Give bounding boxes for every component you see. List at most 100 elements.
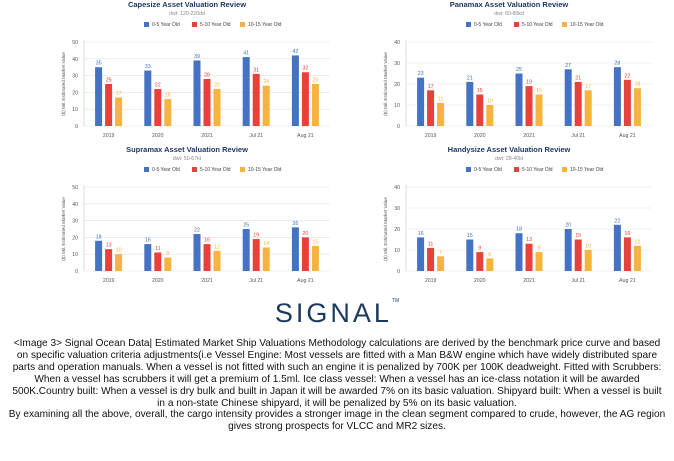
bar-10-15-year-old-2020 <box>486 258 494 271</box>
y-tick-40: 40 <box>394 40 400 46</box>
data-label-10-15-year-old-jul-21: 10 <box>585 244 591 250</box>
bar-5-10-year-old-2020 <box>476 252 484 271</box>
y-tick-0: 0 <box>75 269 78 275</box>
signal-logo: SIGNALTM <box>0 298 674 329</box>
bar-0-5-year-old-jul-21 <box>242 57 250 127</box>
bar-10-15-year-old-aug-21 <box>311 245 319 271</box>
bar-10-15-year-old-jul-21 <box>584 250 592 271</box>
caption-methodology: <Image 3> Signal Ocean Data| Estimated M… <box>12 338 662 409</box>
data-label-5-10-year-old-2020: 15 <box>477 88 483 94</box>
bar-0-5-year-old-aug-21 <box>291 227 299 271</box>
y-tick-10: 10 <box>72 107 78 113</box>
y-tick-20: 20 <box>72 90 78 96</box>
data-label-10-15-year-old-2020: 6 <box>488 252 491 258</box>
data-label-5-10-year-old-aug-21: 22 <box>624 73 630 79</box>
bar-0-5-year-old-2019 <box>95 240 103 271</box>
y-tick-0: 0 <box>397 124 400 130</box>
y-tick-0: 0 <box>397 269 400 275</box>
y-tick-50: 50 <box>72 40 78 46</box>
data-label-0-5-year-old-2021: 18 <box>516 227 522 233</box>
bar-10-15-year-old-2019 <box>115 254 123 271</box>
bar-5-10-year-old-2019 <box>105 249 113 271</box>
data-label-5-10-year-old-2020: 11 <box>155 246 161 252</box>
legend-swatch-5-10-year-old <box>192 167 197 172</box>
bar-10-15-year-old-2019 <box>115 97 123 126</box>
x-tick-aug-21: Aug 21 <box>297 133 314 139</box>
x-tick-aug-21: Aug 21 <box>619 278 636 284</box>
y-tick-10: 10 <box>394 103 400 109</box>
data-label-5-10-year-old-jul-21: 15 <box>575 233 581 239</box>
data-label-5-10-year-old-jul-21: 21 <box>575 75 581 81</box>
capesize-chart: Capesize Asset Valuation Review dwt: 120-… <box>61 0 330 139</box>
data-label-0-5-year-old-2020: 15 <box>467 233 473 239</box>
bar-0-5-year-old-2021 <box>193 60 201 127</box>
data-label-5-10-year-old-2019: 11 <box>428 241 434 247</box>
legend-label-0-5-year-old: 0-5 Year Old <box>474 167 502 173</box>
data-label-5-10-year-old-2019: 13 <box>106 243 112 249</box>
panamax-chart: Panamax Asset Valuation Review dwt: 60-80… <box>383 0 652 139</box>
bar-10-15-year-old-2020 <box>486 105 494 126</box>
bar-0-5-year-old-2019 <box>417 77 425 126</box>
x-tick-2020: 2020 <box>152 278 164 284</box>
data-label-0-5-year-old-2021: 39 <box>194 54 200 60</box>
data-label-10-15-year-old-aug-21: 12 <box>634 239 640 245</box>
x-tick-2019: 2019 <box>425 133 437 139</box>
x-tick-2020: 2020 <box>152 133 164 139</box>
legend-label-10-15-year-old: 10-15 Year Old <box>248 167 282 173</box>
chart-subtitle: dwt: 120-220dd <box>169 11 205 17</box>
y-tick-40: 40 <box>72 202 78 208</box>
chart-subtitle: dwt: 60-80kd <box>494 11 524 17</box>
data-label-5-10-year-old-aug-21: 16 <box>624 231 630 237</box>
bar-0-5-year-old-aug-21 <box>613 67 621 126</box>
legend-swatch-0-5-year-old <box>466 167 471 172</box>
y-tick-30: 30 <box>394 61 400 67</box>
y-tick-40: 40 <box>72 57 78 63</box>
bar-5-10-year-old-2021 <box>203 78 211 126</box>
legend-label-5-10-year-old: 5-10 Year Old <box>522 167 553 173</box>
chart-subtitle: dwt: 50-67kt <box>173 156 202 162</box>
bar-10-15-year-old-jul-21 <box>262 247 270 271</box>
data-label-0-5-year-old-2021: 22 <box>194 228 200 234</box>
data-label-10-15-year-old-aug-21: 15 <box>312 239 318 245</box>
bar-0-5-year-old-2019 <box>417 237 425 271</box>
bar-0-5-year-old-aug-21 <box>613 224 621 271</box>
y-tick-30: 30 <box>72 219 78 225</box>
caption-conclusion: By examining all the above, overall, the… <box>8 409 666 433</box>
bar-10-15-year-old-2021 <box>535 94 543 126</box>
data-label-5-10-year-old-2021: 13 <box>526 237 532 243</box>
bar-10-15-year-old-2020 <box>164 99 172 126</box>
signal-logo-trademark: TM <box>391 298 400 304</box>
bar-5-10-year-old-2021 <box>525 86 533 126</box>
data-label-0-5-year-old-2019: 16 <box>418 231 424 237</box>
data-label-5-10-year-old-2019: 17 <box>428 84 434 90</box>
y-axis-label: ($) Mil. Estimated Market Value <box>383 52 388 116</box>
data-label-10-15-year-old-2020: 8 <box>166 251 169 257</box>
bar-0-5-year-old-jul-21 <box>564 69 572 126</box>
bar-5-10-year-old-2021 <box>525 243 533 271</box>
chart-panel-capesize: Capesize Asset Valuation Review dwt: 120-… <box>12 0 342 145</box>
x-tick-2021: 2021 <box>201 278 213 284</box>
bar-0-5-year-old-2021 <box>515 73 523 126</box>
y-axis-label: ($) Mil. Estimated Market Value <box>383 197 388 261</box>
legend-label-0-5-year-old: 0-5 Year Old <box>152 167 180 173</box>
data-label-0-5-year-old-aug-21: 42 <box>292 49 298 55</box>
bar-0-5-year-old-jul-21 <box>564 229 572 271</box>
data-label-10-15-year-old-aug-21: 25 <box>312 78 318 84</box>
bar-0-5-year-old-2021 <box>193 234 201 271</box>
legend-swatch-0-5-year-old <box>144 22 149 27</box>
data-label-0-5-year-old-2021: 25 <box>516 67 522 73</box>
bar-10-15-year-old-jul-21 <box>584 90 592 126</box>
x-tick-2019: 2019 <box>103 133 115 139</box>
bar-10-15-year-old-jul-21 <box>262 85 270 126</box>
supramax-chart: Supramax Asset Valuation Review dwt: 50-6… <box>61 145 330 284</box>
data-label-0-5-year-old-2020: 16 <box>145 238 151 244</box>
bar-5-10-year-old-aug-21 <box>623 237 631 271</box>
data-label-10-15-year-old-jul-21: 24 <box>263 79 269 85</box>
legend-label-10-15-year-old: 10-15 Year Old <box>248 22 282 28</box>
data-label-5-10-year-old-aug-21: 20 <box>302 231 308 237</box>
data-label-0-5-year-old-2019: 23 <box>418 71 424 77</box>
data-label-10-15-year-old-2021: 15 <box>536 88 542 94</box>
y-tick-20: 20 <box>72 235 78 241</box>
data-label-5-10-year-old-aug-21: 32 <box>302 66 308 72</box>
bar-5-10-year-old-2020 <box>476 94 484 126</box>
